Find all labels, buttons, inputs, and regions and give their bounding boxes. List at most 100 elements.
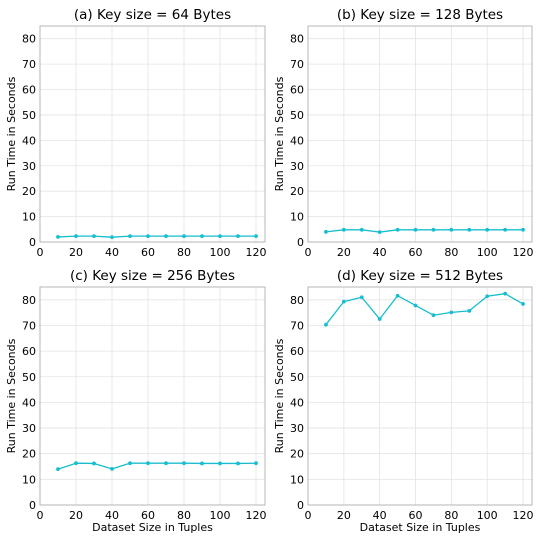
- plot-frame: [307, 25, 533, 243]
- chart-title: (a) Key size = 64 Bytes: [74, 7, 231, 23]
- series-line: [57, 462, 257, 470]
- y-tick-label: 20: [22, 448, 36, 461]
- y-tick-label: 0: [29, 236, 36, 249]
- data-point: [503, 291, 508, 296]
- data-point: [56, 235, 60, 239]
- data-point: [431, 313, 436, 318]
- data-point: [449, 310, 454, 315]
- y-tick-label: 80: [290, 33, 304, 46]
- x-tick-label: 40: [373, 509, 387, 522]
- y-axis-label: Run Time in Seconds: [5, 76, 18, 191]
- data-point: [485, 227, 490, 232]
- plot-area: [308, 26, 532, 242]
- chart-title: (b) Key size = 128 Bytes: [337, 7, 503, 23]
- data-point: [164, 234, 168, 239]
- y-axis-label: Run Time in Seconds: [5, 338, 18, 453]
- data-point: [74, 234, 78, 239]
- data-point: [92, 234, 96, 239]
- data-point: [110, 235, 114, 240]
- y-tick-label: 30: [290, 422, 304, 435]
- x-tick-label: 60: [141, 509, 155, 522]
- y-tick-label: 80: [22, 294, 36, 307]
- x-tick-label: 20: [69, 509, 83, 522]
- x-tick-label: 80: [177, 509, 191, 522]
- data-point: [341, 299, 346, 304]
- data-point: [146, 461, 150, 466]
- data-point: [449, 227, 454, 232]
- data-point: [146, 234, 150, 239]
- x-tick-label: 80: [177, 246, 191, 259]
- y-tick-label: 60: [22, 84, 36, 97]
- x-tick-label: 80: [444, 509, 458, 522]
- x-tick-label: 20: [69, 246, 83, 259]
- chart-panel-3: 0 20 40 60 80 100 120 0 10 20 30 40 50 60 70 80 (d) Key …: [273, 268, 534, 534]
- data-point: [254, 461, 258, 466]
- data-point: [324, 229, 328, 234]
- data-point: [467, 227, 472, 232]
- chart-title: (c) Key size = 256 Bytes: [70, 268, 235, 284]
- plot-area: [308, 287, 532, 505]
- y-tick-label: 10: [290, 211, 304, 224]
- chart-title: (d) Key size = 512 Bytes: [337, 268, 503, 284]
- plot-area: [40, 287, 265, 505]
- y-tick-label: 40: [22, 396, 36, 409]
- data-point: [236, 234, 240, 239]
- x-tick-label: 0: [305, 246, 312, 259]
- x-tick-label: 20: [337, 246, 351, 259]
- y-tick-label: 0: [29, 499, 36, 512]
- y-tick-label: 30: [290, 160, 304, 173]
- y-tick-label: 20: [22, 185, 36, 198]
- data-point: [128, 234, 132, 239]
- y-axis-label: Run Time in Seconds: [273, 76, 286, 191]
- y-axis-label: Run Time in Seconds: [273, 338, 286, 453]
- y-tick-label: 0: [297, 236, 304, 249]
- y-tick-label: 10: [290, 473, 304, 486]
- data-point: [92, 461, 96, 466]
- x-tick-label: 40: [105, 509, 119, 522]
- y-tick-label: 50: [22, 371, 36, 384]
- x-tick-label: 120: [246, 509, 267, 522]
- series-line: [325, 293, 524, 326]
- data-point: [395, 293, 400, 298]
- data-point: [341, 227, 346, 232]
- y-tick-label: 20: [290, 448, 304, 461]
- x-tick-label: 60: [409, 509, 423, 522]
- x-tick-label: 0: [37, 509, 44, 522]
- x-tick-label: 100: [477, 509, 498, 522]
- plot-frame: [39, 25, 266, 243]
- data-point: [128, 461, 132, 466]
- y-tick-label: 0: [297, 499, 304, 512]
- y-tick-label: 60: [290, 84, 304, 97]
- data-point: [413, 303, 418, 308]
- y-tick-label: 50: [22, 109, 36, 122]
- chart-panel-0: 0 20 40 60 80 100 120 0 10 20 30 40 50 60 70 80 (a) Key …: [5, 7, 267, 259]
- data-point: [467, 308, 472, 313]
- plot-frame: [307, 286, 533, 506]
- x-tick-label: 100: [477, 246, 498, 259]
- y-tick-label: 50: [290, 109, 304, 122]
- data-point: [236, 461, 240, 466]
- y-tick-label: 10: [22, 473, 36, 486]
- y-tick-label: 80: [290, 294, 304, 307]
- data-point: [218, 461, 222, 466]
- y-tick-label: 60: [22, 345, 36, 358]
- x-tick-label: 120: [246, 246, 267, 259]
- data-point: [431, 227, 436, 232]
- x-tick-label: 120: [513, 246, 534, 259]
- data-point: [110, 466, 114, 471]
- data-point: [377, 230, 382, 234]
- y-tick-label: 30: [22, 422, 36, 435]
- y-tick-label: 80: [22, 33, 36, 46]
- x-tick-label: 0: [305, 509, 312, 522]
- data-point: [182, 234, 186, 239]
- x-tick-label: 60: [141, 246, 155, 259]
- plot-frame: [39, 286, 266, 506]
- data-point: [395, 227, 400, 232]
- x-tick-label: 100: [210, 246, 231, 259]
- data-point: [503, 227, 508, 232]
- data-point: [377, 317, 382, 321]
- data-point: [521, 227, 525, 232]
- data-point: [200, 461, 204, 466]
- y-tick-label: 50: [290, 371, 304, 384]
